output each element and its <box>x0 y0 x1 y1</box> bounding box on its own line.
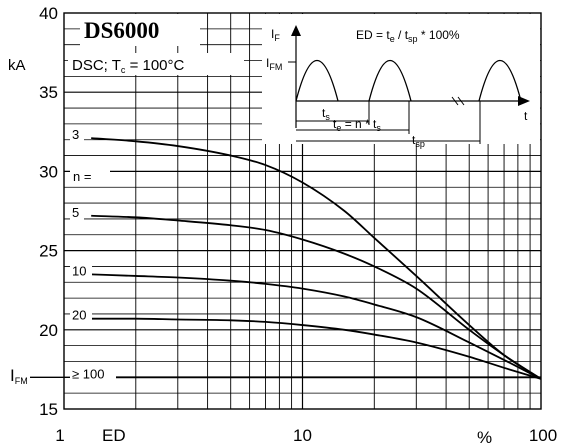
curves <box>91 137 542 380</box>
inset-pulse-1 <box>295 59 339 102</box>
inset-t-label: t <box>524 109 528 123</box>
x-axis-label: ED <box>102 426 126 445</box>
plot-frame <box>63 12 542 410</box>
curve-n-20 <box>91 317 542 380</box>
inset-formula: ED = te / tsp * 100% <box>356 28 460 44</box>
inset-ts-label: ts <box>322 106 330 122</box>
y-axis-unit: kA <box>8 57 26 74</box>
curve-label-bg <box>70 206 84 220</box>
curve-labels: 3 5 10 20 ≥ 100 <box>70 127 116 382</box>
inset-pulse-3 <box>478 59 522 102</box>
curve-label-bg <box>70 309 92 323</box>
curve-n-5 <box>91 214 542 380</box>
x-tick-label: 10 <box>293 426 312 445</box>
y-tick-label: 30 <box>39 162 58 181</box>
inset-if-label: IF <box>271 27 280 43</box>
curve-label-bg <box>70 265 92 279</box>
x-tick-labels: 1 10 100 <box>55 426 557 445</box>
curve-n-10 <box>91 273 542 380</box>
inset-te-label: te = n * ts <box>333 117 381 133</box>
n-label-box <box>70 168 110 184</box>
y-tick-label: 40 <box>39 4 58 23</box>
ifm-axis-label: IFM <box>10 366 28 386</box>
curve-label: ≥ 100 <box>72 366 104 381</box>
title-box <box>80 14 200 46</box>
curve-label: 10 <box>72 263 86 278</box>
curve-label-bg <box>70 129 84 143</box>
condition-text: DSC; Tc = 100°C <box>72 57 185 75</box>
inset-background <box>262 14 540 144</box>
y-tick-label: 20 <box>39 321 58 340</box>
inset-tsp-label: tsp <box>412 133 425 149</box>
y-tick-label: 15 <box>39 400 58 419</box>
curve-label: 20 <box>72 308 86 323</box>
x-tick-label: 1 <box>55 426 64 445</box>
condition-box <box>68 53 244 75</box>
x-axis-unit: % <box>477 428 492 447</box>
inset-y-arrow <box>291 25 301 36</box>
inset-diagram: IF IFM ED = te / tsp * 100% t ts te = n … <box>262 14 540 149</box>
y-tick-labels: 15 20 25 30 35 40 <box>39 4 58 419</box>
n-label: n = <box>73 169 91 184</box>
curve-label: 3 <box>72 127 79 142</box>
chart-title: DS6000 <box>84 18 159 43</box>
x-tick-label: 100 <box>529 426 557 445</box>
inset-pulse-2 <box>368 59 412 102</box>
y-tick-label: 35 <box>39 83 58 102</box>
curve-n-3 <box>91 137 542 380</box>
inset-break-mark <box>451 96 465 106</box>
curve-label-bg <box>70 368 116 382</box>
curve-label: 5 <box>72 205 79 220</box>
y-tick-label: 25 <box>39 242 58 261</box>
inset-ifm-label: IFM <box>266 56 282 72</box>
